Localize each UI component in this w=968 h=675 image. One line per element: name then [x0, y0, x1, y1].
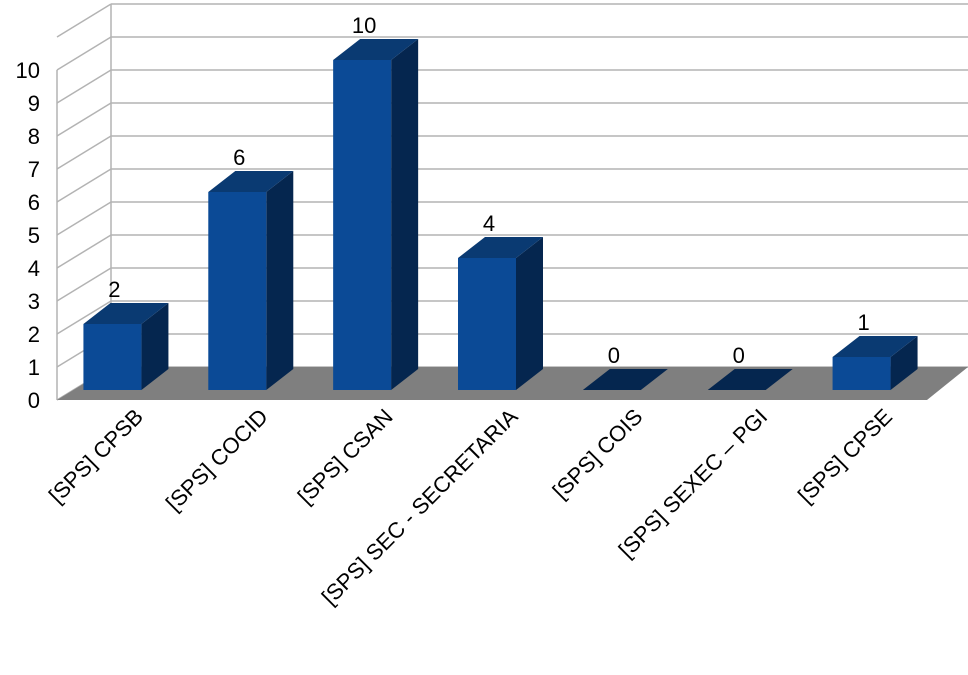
data-label: 0 — [608, 343, 620, 368]
y-tick-label: 3 — [28, 289, 40, 314]
bar-top — [832, 336, 918, 357]
bar-side — [516, 237, 543, 390]
bar-front — [333, 60, 392, 390]
x-tick-label: [SPS] CSAN — [293, 404, 398, 509]
side-gridline — [56, 3, 112, 38]
side-gridline — [56, 69, 112, 104]
y-tick-label: 7 — [28, 157, 40, 182]
bar-top — [208, 171, 294, 192]
bar — [707, 369, 793, 390]
bar-top — [333, 39, 419, 60]
y-tick-label: 2 — [28, 322, 40, 347]
data-label: 1 — [857, 310, 869, 335]
data-label: 6 — [233, 145, 245, 170]
bar — [832, 336, 918, 390]
data-labels: 2 6 10 4 0 0 1 — [108, 13, 869, 368]
bar-front — [208, 192, 267, 390]
bar — [458, 237, 543, 390]
bar-front — [458, 258, 516, 390]
side-gridline — [56, 135, 112, 170]
y-tick-label: 4 — [28, 256, 40, 281]
bar-side — [266, 171, 294, 390]
x-tick-label: [SPS] COCID — [161, 404, 273, 516]
data-label: 0 — [733, 343, 745, 368]
y-tick-label: 6 — [28, 190, 40, 215]
x-tick-label: [SPS] CPSB — [44, 404, 148, 508]
y-tick-label: 1 — [28, 355, 40, 380]
side-gridline — [56, 267, 112, 302]
side-gridline — [56, 36, 112, 71]
bar-side — [391, 39, 419, 390]
side-gridline — [56, 201, 112, 236]
bar-top — [582, 369, 668, 390]
y-tick-label: 9 — [28, 91, 40, 116]
bar-top — [458, 237, 543, 258]
data-label: 4 — [483, 211, 495, 236]
x-tick-label: [SPS] SEC - SECRETARIA — [317, 404, 523, 610]
bar-front — [832, 357, 891, 390]
side-gridline — [56, 234, 112, 269]
y-tick-label: 0 — [28, 388, 40, 413]
bars-layer — [83, 39, 918, 390]
bar — [208, 171, 294, 390]
bar-front — [83, 324, 142, 390]
x-tick-label: [SPS] COIS — [548, 404, 648, 504]
data-label: 10 — [352, 13, 376, 38]
bar — [333, 39, 419, 390]
side-gridline — [56, 168, 112, 203]
data-label: 2 — [108, 277, 120, 302]
bar — [83, 303, 169, 390]
side-gridline — [56, 102, 112, 137]
bar-top — [707, 369, 793, 390]
y-tick-label: 5 — [28, 223, 40, 248]
x-axis: [SPS] CPSB [SPS] COCID [SPS] CSAN[SPS] SEC… — [44, 404, 897, 610]
bar-side — [890, 336, 918, 390]
x-tick-label: [SPS] CPSE — [793, 404, 897, 508]
bar-side — [141, 303, 169, 390]
bar-top — [83, 303, 169, 324]
y-axis: 0 1 2 3 4 5 6 7 8 9 10 — [16, 58, 40, 413]
bar — [582, 369, 668, 390]
side-gridline — [56, 300, 112, 335]
y-tick-label: 8 — [28, 124, 40, 149]
y-tick-label: 10 — [16, 58, 40, 83]
